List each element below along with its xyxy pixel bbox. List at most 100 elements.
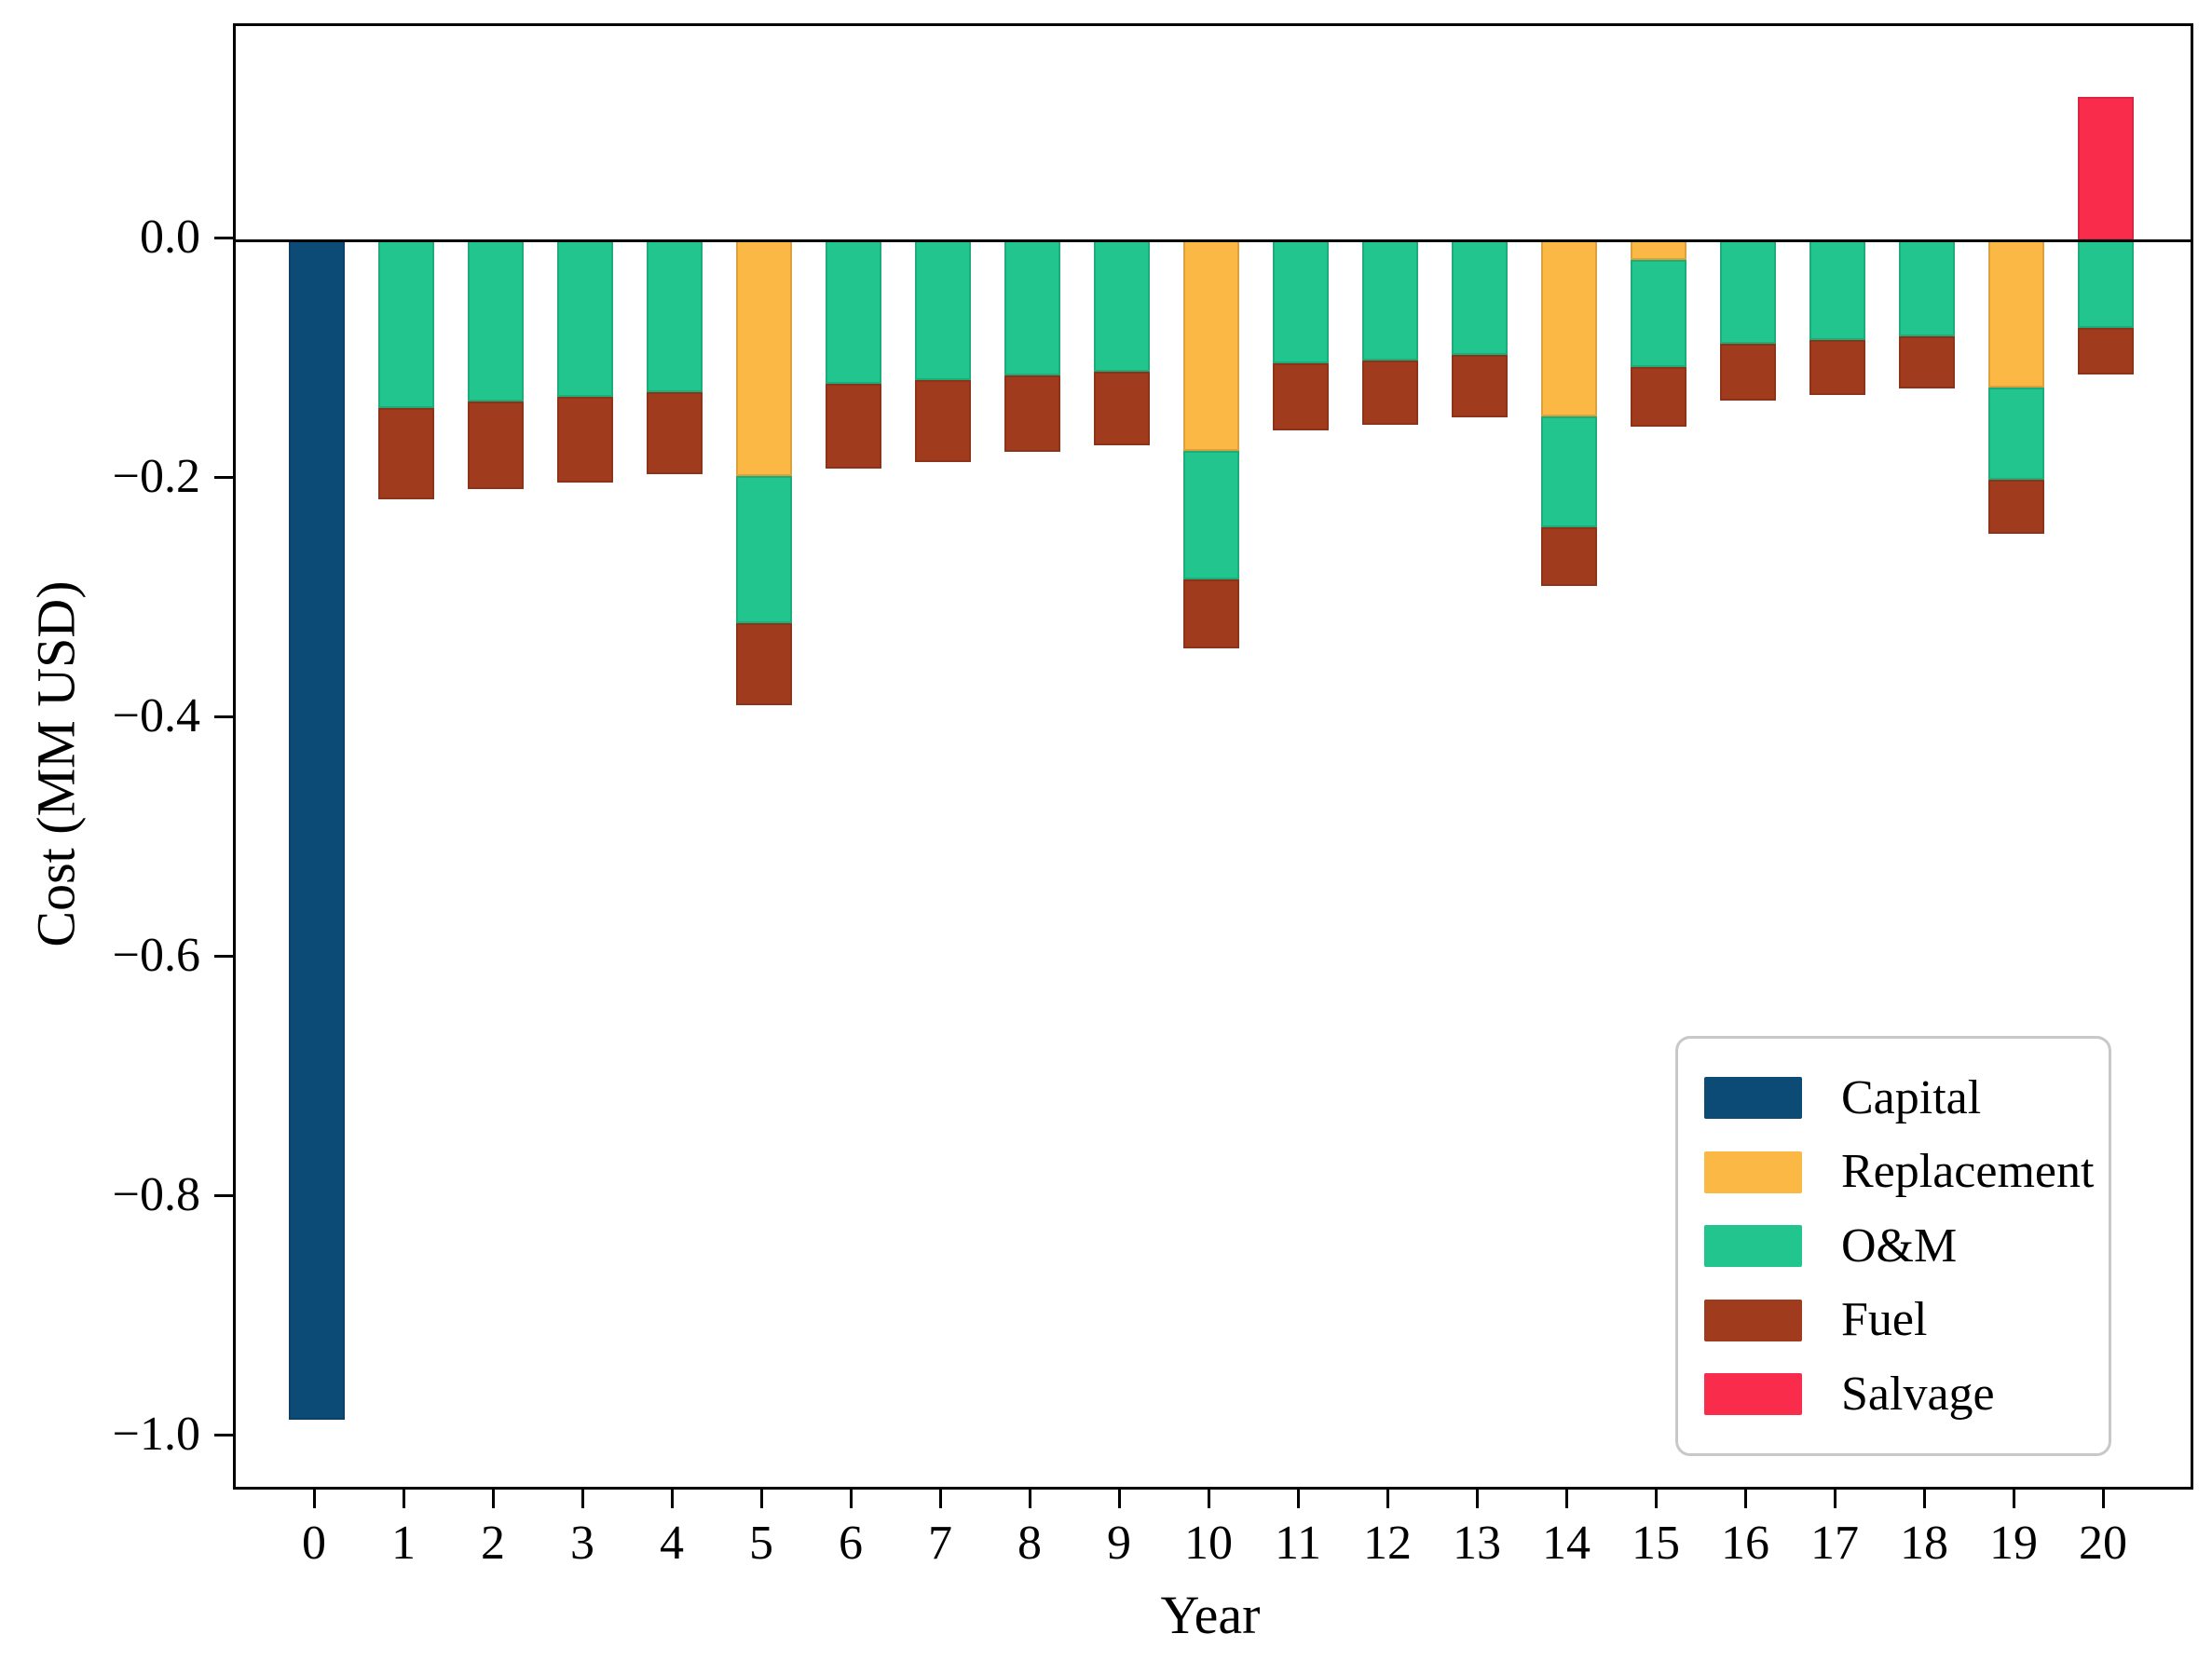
y-tick-mark	[214, 1194, 233, 1197]
bar-segment-fuel-year-7	[915, 380, 971, 462]
x-tick-mark	[1386, 1490, 1389, 1508]
bar-segment-om-year-8	[1004, 240, 1060, 376]
x-tick-mark	[671, 1490, 674, 1508]
x-tick-label: 20	[2079, 1517, 2127, 1570]
bar-segment-fuel-year-20	[2078, 327, 2134, 374]
bar-segment-om-year-12	[1362, 240, 1418, 361]
x-tick-mark	[939, 1490, 942, 1508]
bar-segment-fuel-year-4	[647, 392, 703, 474]
x-tick-mark	[581, 1490, 584, 1508]
x-tick-label: 0	[302, 1517, 326, 1570]
x-tick-mark	[1297, 1490, 1300, 1508]
bar-segment-fuel-year-15	[1631, 367, 1686, 428]
bar-segment-fuel-year-17	[1809, 339, 1865, 395]
bar-segment-fuel-year-11	[1273, 363, 1329, 431]
bar-segment-om-year-19	[1988, 388, 2044, 480]
legend-swatch-icon	[1704, 1150, 1802, 1193]
y-tick-label: −0.6	[112, 929, 200, 982]
x-tick-mark	[2013, 1490, 2015, 1508]
x-tick-mark	[760, 1490, 763, 1508]
legend-label: Salvage	[1841, 1367, 1995, 1421]
x-tick-label: 7	[928, 1517, 952, 1570]
legend-item-salvage: Salvage	[1704, 1367, 2109, 1421]
y-tick-label: −0.4	[112, 689, 200, 742]
bar-segment-om-year-3	[557, 240, 613, 398]
x-tick-label: 10	[1184, 1517, 1233, 1570]
legend-label: Fuel	[1841, 1293, 1928, 1346]
bar-segment-om-year-10	[1183, 451, 1239, 579]
x-tick-mark	[2102, 1490, 2105, 1508]
bar-segment-replacement-year-19	[1988, 240, 2044, 388]
x-tick-mark	[1565, 1490, 1568, 1508]
bar-segment-om-year-14	[1541, 415, 1597, 528]
x-tick-label: 9	[1107, 1517, 1131, 1570]
x-tick-label: 1	[391, 1517, 416, 1570]
x-tick-mark	[1744, 1490, 1747, 1508]
y-tick-label: −1.0	[112, 1408, 200, 1461]
legend-label: Replacement	[1841, 1145, 2095, 1198]
bar-segment-salvage-year-20	[2078, 96, 2134, 240]
x-tick-label: 16	[1721, 1517, 1769, 1570]
zero-axis-line	[236, 239, 2191, 242]
x-tick-label: 14	[1542, 1517, 1591, 1570]
x-tick-mark	[492, 1490, 495, 1508]
x-tick-label: 15	[1632, 1517, 1680, 1570]
bar-segment-fuel-year-19	[1988, 480, 2044, 534]
x-tick-label: 8	[1017, 1517, 1042, 1570]
x-tick-label: 2	[481, 1517, 505, 1570]
y-tick-mark	[214, 237, 233, 239]
y-tick-mark	[214, 476, 233, 479]
x-tick-label: 4	[660, 1517, 684, 1570]
bar-segment-fuel-year-16	[1720, 343, 1776, 402]
bar-segment-fuel-year-5	[736, 623, 792, 705]
bar-segment-om-year-7	[915, 240, 971, 381]
y-axis-label: Cost (MM USD)	[25, 580, 87, 947]
bar-segment-om-year-1	[378, 240, 434, 408]
x-tick-label: 13	[1453, 1517, 1501, 1570]
bar-segment-om-year-5	[736, 476, 792, 624]
legend-label: Capital	[1841, 1070, 1982, 1124]
bar-segment-om-year-17	[1809, 240, 1865, 340]
x-tick-mark	[1118, 1490, 1121, 1508]
legend-swatch-icon	[1704, 1299, 1802, 1341]
x-axis-label: Year	[1160, 1585, 1261, 1645]
bar-segment-replacement-year-10	[1183, 240, 1239, 452]
legend: Capital Replacement O&M Fuel Salvage	[1675, 1036, 2111, 1456]
x-tick-label: 18	[1900, 1517, 1948, 1570]
bar-segment-fuel-year-3	[557, 397, 613, 483]
x-tick-label: 6	[839, 1517, 863, 1570]
bar-segment-om-year-16	[1720, 240, 1776, 344]
x-tick-label: 3	[570, 1517, 594, 1570]
bar-segment-fuel-year-13	[1452, 355, 1508, 418]
x-tick-mark	[1834, 1490, 1837, 1508]
bar-segment-om-year-18	[1899, 240, 1955, 336]
bar-segment-om-year-2	[468, 240, 524, 402]
x-tick-mark	[313, 1490, 316, 1508]
legend-item-capital: Capital	[1704, 1070, 2109, 1124]
bar-segment-replacement-year-14	[1541, 240, 1597, 416]
legend-item-om: O&M	[1704, 1221, 2109, 1271]
bar-segment-om-year-4	[647, 240, 703, 393]
bar-segment-om-year-6	[826, 240, 881, 385]
x-tick-mark	[1029, 1490, 1031, 1508]
x-tick-mark	[403, 1490, 405, 1508]
x-tick-label: 11	[1274, 1517, 1322, 1570]
y-tick-mark	[214, 955, 233, 958]
bar-segment-fuel-year-2	[468, 402, 524, 490]
bar-segment-replacement-year-5	[736, 240, 792, 477]
bar-segment-om-year-9	[1094, 240, 1150, 373]
x-tick-mark	[1476, 1490, 1479, 1508]
bar-segment-fuel-year-10	[1183, 579, 1239, 649]
bar-segment-fuel-year-12	[1362, 360, 1418, 425]
bar-segment-replacement-year-15	[1631, 240, 1686, 260]
bar-segment-fuel-year-6	[826, 384, 881, 470]
y-tick-mark	[214, 715, 233, 718]
legend-item-replacement: Replacement	[1704, 1148, 2109, 1196]
bar-segment-fuel-year-9	[1094, 372, 1150, 445]
bar-segment-om-year-20	[2078, 240, 2134, 328]
legend-swatch-icon	[1704, 1225, 1802, 1267]
x-tick-mark	[1208, 1490, 1210, 1508]
legend-swatch-icon	[1704, 1373, 1802, 1415]
x-tick-label: 12	[1363, 1517, 1412, 1570]
